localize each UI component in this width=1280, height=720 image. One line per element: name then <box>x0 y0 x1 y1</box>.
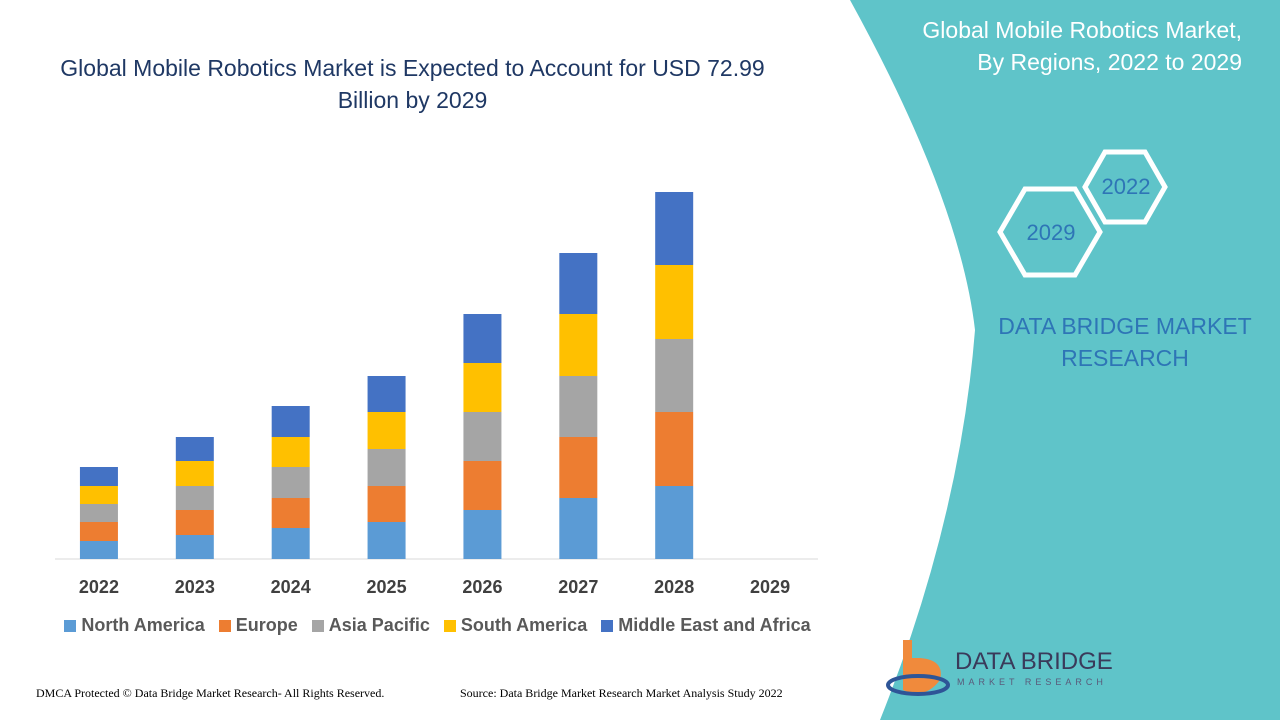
bar-segment <box>367 449 406 486</box>
x-tick-label: 2025 <box>367 577 407 597</box>
hexagon <box>997 186 1103 278</box>
bar-segment <box>367 412 406 449</box>
logo-mark <box>886 640 950 696</box>
footer-left: DMCA Protected © Data Bridge Market Rese… <box>36 686 385 700</box>
x-tick-label: 2023 <box>175 577 215 597</box>
bar-segment <box>175 510 214 535</box>
legend-swatch <box>218 619 231 632</box>
legend-swatch <box>311 619 324 632</box>
hexagon <box>1082 149 1168 225</box>
brand: DATA BRIDGE MARKET RESEARCH <box>998 313 1252 371</box>
bar-segment <box>655 265 694 339</box>
bar-segment <box>655 192 694 265</box>
bar-segment <box>79 541 118 559</box>
legend-label: Middle East and Africa <box>618 615 811 635</box>
legend-label: Europe <box>235 615 298 635</box>
bar-segment <box>271 528 310 559</box>
legend-item: Middle East and Africa <box>601 615 811 636</box>
x-tick-label: 2022 <box>79 577 119 597</box>
bar-segment <box>655 339 694 412</box>
x-tick-label: 2024 <box>271 577 311 597</box>
legend-item: South America <box>443 615 588 636</box>
bar-segment <box>175 461 214 486</box>
side-panel-bg <box>850 0 1280 720</box>
bar-segment <box>463 461 502 510</box>
bar-segment <box>79 504 118 522</box>
legend-swatch <box>443 619 456 632</box>
legend-label: Asia Pacific <box>328 615 430 635</box>
bar-segment <box>559 253 598 314</box>
footer-right: Source: Data Bridge Market Research Mark… <box>460 686 783 700</box>
bar-segment <box>463 363 502 412</box>
legend-swatch <box>601 619 614 632</box>
x-tick-label: 2028 <box>654 577 694 597</box>
bar-segment <box>175 437 214 461</box>
bar-segment <box>655 486 694 559</box>
bar-segment <box>367 486 406 522</box>
bar-segment <box>271 467 310 498</box>
chart-title: Global Mobile Robotics Market is Expecte… <box>60 55 765 113</box>
legend-label: South America <box>460 615 588 635</box>
bar-segment <box>463 510 502 559</box>
bar-segment <box>463 314 502 363</box>
bar-segment <box>559 376 598 437</box>
legend: North America Europe Asia Pacific South Ame… <box>40 615 835 636</box>
bar-segment <box>79 522 118 541</box>
legend-swatch <box>64 619 77 632</box>
logo-tagline: MARKET RESEARCH <box>957 677 1107 687</box>
bar-segment <box>463 412 502 461</box>
legend-label: North America <box>81 615 205 635</box>
bar-segment <box>559 437 598 498</box>
x-tick-label: 2026 <box>462 577 502 597</box>
hex-label: 2022 <box>1102 174 1151 199</box>
bar-segment <box>559 498 598 559</box>
bar-segment <box>655 412 694 486</box>
x-tick-label: 2027 <box>558 577 598 597</box>
plot: 2022 2023 2024 2025 2026 2027 2028 2029 <box>79 192 790 597</box>
hex-label: 2029 <box>1027 220 1076 245</box>
bar-segment <box>271 498 310 528</box>
x-tick-label: 2029 <box>750 577 790 597</box>
legend-item: Asia Pacific <box>311 615 430 636</box>
bar-segment <box>175 486 214 510</box>
legend-item: Europe <box>218 615 298 636</box>
bar-segment <box>271 406 310 437</box>
bar-segment <box>367 376 406 412</box>
logo-name: DATA BRIDGE <box>955 648 1113 675</box>
bar-segment <box>271 437 310 467</box>
bar-segment <box>175 535 214 559</box>
bar-segment <box>559 314 598 376</box>
bar-segment <box>367 522 406 559</box>
bar-segment <box>79 467 118 486</box>
side-title: Global Mobile Robotics Market, By Region… <box>922 17 1242 75</box>
legend-item: North America <box>64 615 205 636</box>
bar-segment <box>79 486 118 504</box>
